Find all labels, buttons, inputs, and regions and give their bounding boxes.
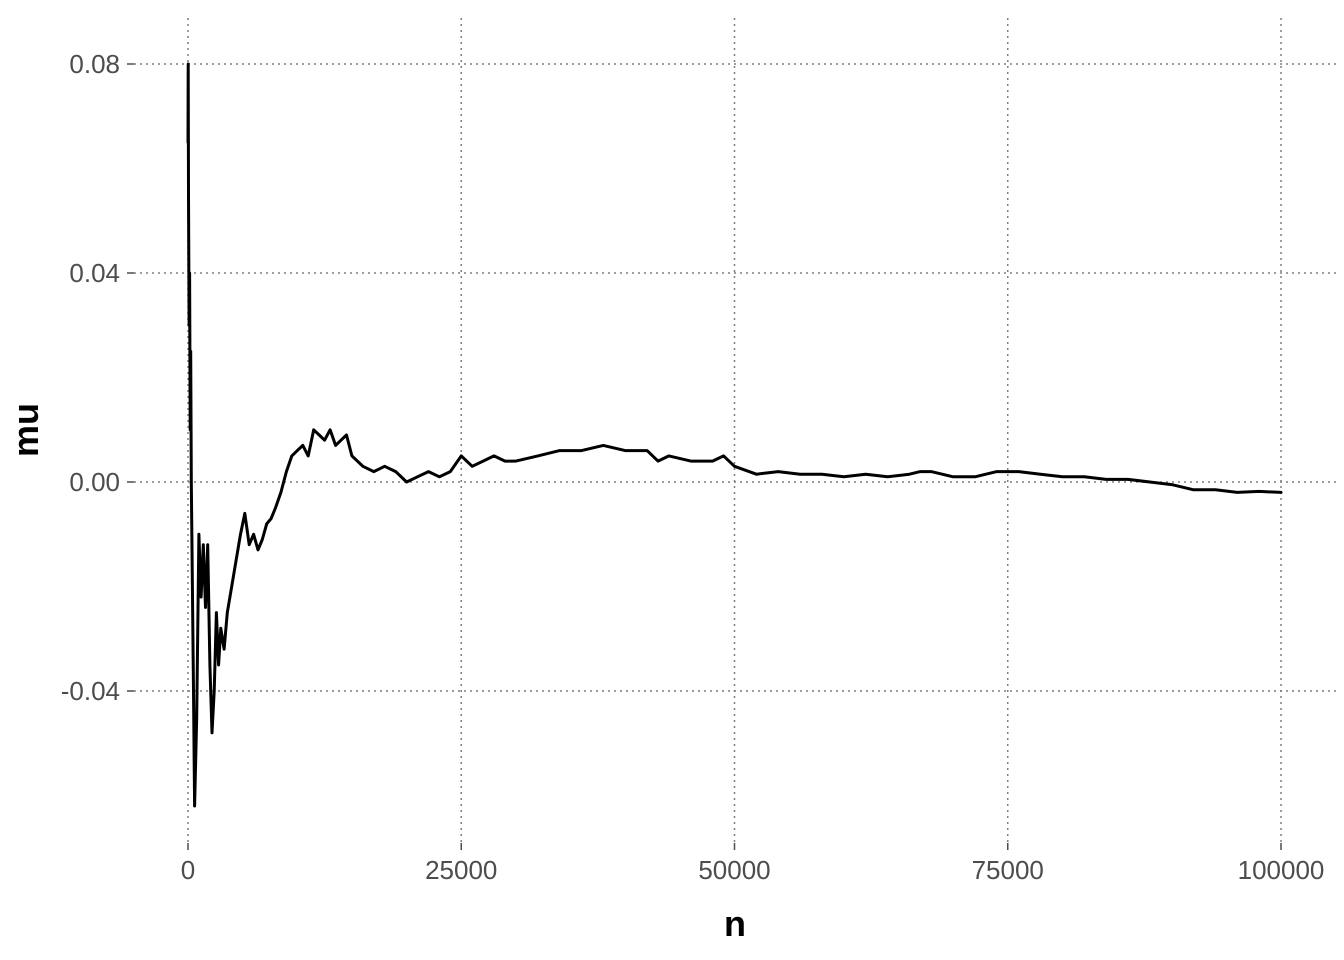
x-axis: 0 25000 50000 75000 100000 xyxy=(181,843,1325,885)
y-tick-label: -0.04 xyxy=(61,676,120,706)
y-axis-title: mu xyxy=(5,403,46,457)
x-tick-label: 0 xyxy=(181,855,195,885)
x-axis-title: n xyxy=(724,903,746,944)
y-tick-label: 0.00 xyxy=(69,467,120,497)
x-tick-label: 75000 xyxy=(972,855,1044,885)
y-axis: -0.04 0.00 0.04 0.08 xyxy=(61,49,134,706)
x-gridlines xyxy=(187,18,1282,843)
x-tick-label: 25000 xyxy=(425,855,497,885)
series-line xyxy=(186,62,1283,808)
y-tick-label: 0.04 xyxy=(69,258,120,288)
x-tick-label: 50000 xyxy=(698,855,770,885)
x-tick-label: 100000 xyxy=(1238,855,1325,885)
y-gridlines xyxy=(134,63,1338,692)
y-tick-label: 0.08 xyxy=(69,49,120,79)
